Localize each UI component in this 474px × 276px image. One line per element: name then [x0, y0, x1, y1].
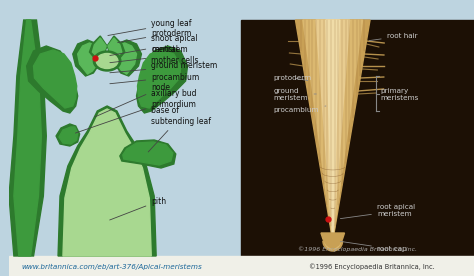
Polygon shape: [27, 46, 78, 113]
Text: primary
meristems: primary meristems: [381, 87, 419, 100]
Text: base of
subtending leaf: base of subtending leaf: [148, 106, 211, 152]
Bar: [9, 20, 241, 256]
Polygon shape: [295, 20, 370, 251]
Text: young leaf: young leaf: [108, 20, 192, 36]
Polygon shape: [90, 36, 107, 58]
Polygon shape: [14, 20, 41, 256]
Text: procambium: procambium: [110, 73, 200, 84]
Ellipse shape: [96, 54, 118, 68]
Text: ground
meristem: ground meristem: [274, 87, 316, 100]
Polygon shape: [326, 20, 339, 242]
Polygon shape: [120, 140, 176, 168]
Text: protoderm: protoderm: [118, 28, 191, 43]
Text: ground meristem: ground meristem: [110, 62, 218, 73]
Polygon shape: [56, 124, 80, 146]
Polygon shape: [137, 50, 181, 108]
Text: root cap: root cap: [340, 242, 407, 252]
Polygon shape: [9, 20, 46, 256]
Polygon shape: [321, 233, 345, 249]
Polygon shape: [137, 46, 188, 113]
Text: root apical
meristem: root apical meristem: [340, 205, 415, 219]
Polygon shape: [78, 43, 100, 74]
Polygon shape: [114, 43, 137, 74]
Text: central
mother cells: central mother cells: [110, 45, 199, 65]
Bar: [9, 256, 474, 276]
Polygon shape: [108, 38, 122, 56]
Polygon shape: [73, 40, 102, 76]
Text: shoot apical
meristem: shoot apical meristem: [110, 34, 198, 55]
Polygon shape: [303, 20, 363, 249]
Polygon shape: [63, 109, 151, 256]
Text: ©1996 Encyclopaedia Britannica, Inc.: ©1996 Encyclopaedia Britannica, Inc.: [309, 264, 435, 270]
Text: axillary bud
primordium: axillary bud primordium: [75, 89, 197, 133]
Text: protoderm: protoderm: [274, 75, 312, 81]
Polygon shape: [316, 20, 349, 245]
Polygon shape: [34, 50, 77, 108]
Text: pith: pith: [109, 197, 166, 220]
Polygon shape: [59, 127, 78, 144]
Polygon shape: [112, 40, 141, 76]
Text: www.britannica.com/eb/art-376/Apical-meristems: www.britannica.com/eb/art-376/Apical-mer…: [22, 264, 202, 270]
Ellipse shape: [93, 51, 121, 71]
Polygon shape: [58, 106, 156, 256]
Bar: [241, 20, 474, 256]
Polygon shape: [123, 142, 173, 165]
Text: ©1996 Encyclopaedia Britannica, Inc.: ©1996 Encyclopaedia Britannica, Inc.: [298, 246, 417, 252]
Polygon shape: [92, 38, 106, 56]
Polygon shape: [107, 36, 125, 58]
Text: node: node: [95, 84, 170, 117]
Text: root hair: root hair: [369, 33, 417, 41]
Text: procambium: procambium: [274, 106, 326, 113]
